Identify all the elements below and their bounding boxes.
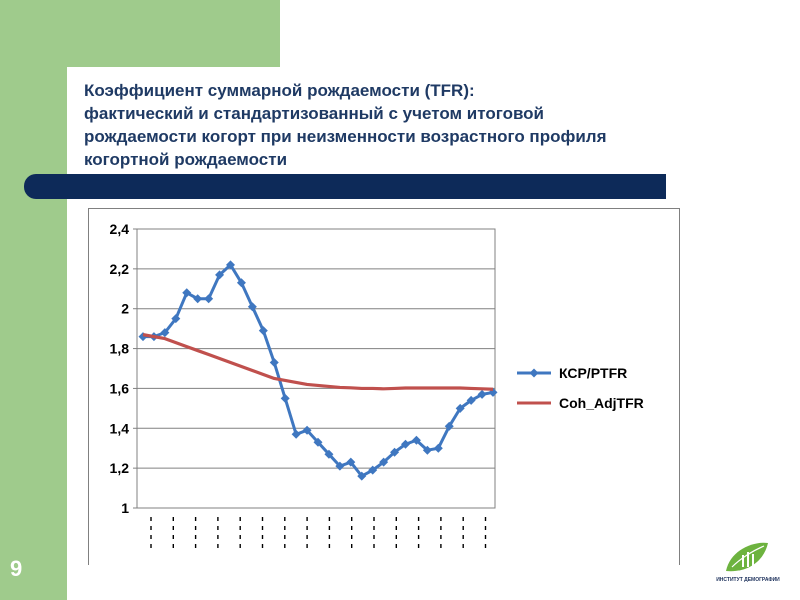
y-tick-label: 1,2 [110,460,130,476]
data-point-marker [368,465,378,475]
y-tick-label: 1,8 [110,341,130,357]
y-tick-label: 1 [121,500,129,516]
data-point-marker [204,294,214,304]
data-point-marker [411,435,421,445]
data-point-marker [401,439,410,449]
data-point-marker [171,314,181,324]
top-green-block [67,0,280,67]
data-point-marker [182,288,192,298]
data-point-marker [433,443,443,453]
title-underline-bar [24,174,666,199]
data-point-marker [291,429,301,439]
data-point-marker [258,326,268,336]
legend-label: Coh_AdjTFR [559,395,644,411]
title-line: Коэффициент суммарной рождаемости (TFR): [84,81,475,100]
data-point-marker [193,294,203,304]
data-point-marker [313,437,323,447]
data-point-marker [379,457,389,467]
data-point-marker [269,358,279,368]
legend-label: КСР/PTFR [559,365,627,381]
logo-caption: ИНСТИТУТ ДЕМОГРАФИИ [716,577,780,583]
data-point-marker [324,449,334,459]
y-tick-label: 2 [121,301,129,317]
data-point-marker [346,457,356,467]
data-point-marker [247,302,257,312]
data-point-marker [357,471,367,481]
data-point-marker [236,278,246,288]
y-tick-label: 1,4 [110,420,130,436]
y-tick-label: 2,2 [110,261,130,277]
data-point-marker [390,447,400,457]
slide-title: Коэффициент суммарной рождаемости (TFR):… [84,79,784,171]
data-point-marker [302,425,312,435]
institute-logo: ИНСТИТУТ ДЕМОГРАФИИ [716,537,780,587]
data-point-marker [444,421,454,431]
y-tick-label: 1,6 [110,380,130,396]
y-tick-label: 2,4 [110,221,130,237]
tfr-line-chart: 2,4 2,2 2 1,8 1,6 1,4 1,2 1 КСР/PTFR Coh_AdjTFR [110,221,644,549]
title-line: когортной рождаемости [84,150,288,169]
series-line-coh-adj [142,333,494,391]
left-green-band [0,0,67,600]
title-line: фактический и стандартизованный с учетом… [84,104,545,123]
title-line: рождаемости когорт при неизменности возр… [84,127,607,146]
data-point-marker [215,270,225,280]
leaf-logo-icon [726,542,768,572]
legend-marker [529,368,539,378]
plot-area [136,228,496,509]
data-point-marker [280,393,290,403]
data-point-marker [160,328,170,338]
data-point-marker [466,395,476,405]
data-point-marker [422,445,432,455]
data-point-marker [335,461,345,471]
data-point-marker [226,260,235,270]
chart-frame: 2,4 2,2 2 1,8 1,6 1,4 1,2 1 КСР/PTFR Coh_AdjTFR [88,208,680,565]
data-point-marker [455,403,465,413]
slide-number: 9 [10,556,23,581]
data-point-marker [477,389,487,399]
